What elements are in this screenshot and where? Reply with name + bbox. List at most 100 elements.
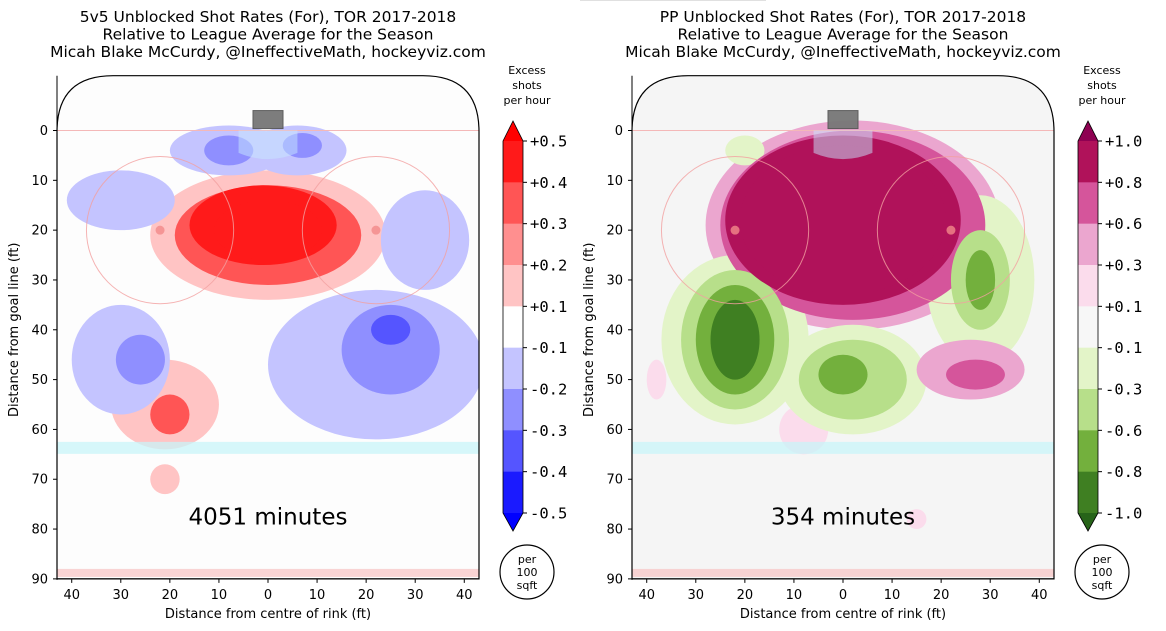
colorbar-tick-label: -1.0 — [1105, 505, 1142, 523]
y-tick-label: 50 — [31, 373, 48, 388]
y-tick-label: 20 — [606, 224, 623, 239]
colorbar-tick-label: +1.0 — [1105, 133, 1142, 151]
unit-label-line: per — [518, 553, 537, 566]
y-tick-label: 40 — [606, 323, 623, 338]
colorbar-tick-label: -0.3 — [530, 422, 567, 440]
rink-boards — [631, 75, 1055, 580]
unit-label-line: sqft — [517, 579, 538, 592]
top-divider-line — [580, 0, 766, 1]
heat-region — [710, 299, 760, 380]
heat-region — [150, 464, 180, 495]
colorbar-bottom-arrow — [503, 513, 523, 531]
colorbar-band — [503, 182, 523, 225]
y-axis-label: Distance from goal line (ft) — [7, 243, 22, 417]
x-tick-label: 0 — [839, 588, 847, 603]
colorbar-band — [503, 471, 523, 514]
faceoff-circle — [85, 156, 235, 305]
heat-region — [906, 509, 927, 530]
y-tick-label: 90 — [31, 572, 48, 587]
colorbar-band — [503, 347, 523, 390]
colorbar-bottom-arrow — [1078, 513, 1098, 531]
x-tick-label: 40 — [456, 588, 473, 603]
heat-region — [725, 135, 765, 166]
y-tick-label: 40 — [31, 323, 48, 338]
colorbar-band — [1078, 347, 1098, 390]
faceoff-circle — [660, 156, 810, 305]
y-tick-label: 20 — [31, 224, 48, 239]
y-tick-label: 50 — [606, 373, 623, 388]
x-tick-label: 40 — [63, 588, 80, 603]
y-tick-label: 70 — [31, 473, 48, 488]
colorbar-tick-label: +0.4 — [530, 174, 567, 192]
chart-title-line: Relative to League Average for the Seaso… — [103, 26, 434, 44]
centre-line — [57, 568, 479, 577]
colorbar-band — [1078, 430, 1098, 473]
y-tick-label: 60 — [31, 423, 48, 438]
chart-title-line: 5v5 Unblocked Shot Rates (For), TOR 2017… — [80, 8, 457, 26]
colorbar-tick-label: -0.3 — [1105, 381, 1142, 399]
unit-circle — [1074, 544, 1130, 600]
x-tick-label: 20 — [358, 588, 375, 603]
y-tick-label: 0 — [615, 124, 623, 139]
chart-title-line: Micah Blake McCurdy, @IneffectiveMath, h… — [625, 43, 1061, 61]
minutes-annotation: 354 minutes — [771, 505, 915, 531]
x-tick-label: 20 — [737, 588, 754, 603]
unit-label-line: per — [1093, 553, 1112, 566]
colorbar-band — [503, 389, 523, 431]
x-tick-label: 30 — [407, 588, 424, 603]
y-tick-label: 30 — [31, 273, 48, 288]
y-tick-label: 10 — [31, 174, 48, 189]
chart-title-line: Micah Blake McCurdy, @IneffectiveMath, h… — [50, 43, 486, 61]
x-tick-label: 10 — [211, 588, 228, 603]
x-tick-label: 10 — [309, 588, 326, 603]
colorbar-title-line: shots — [1087, 79, 1117, 92]
blue-line — [632, 441, 1054, 454]
colorbar-top-arrow — [1078, 121, 1098, 141]
minutes-annotation: 4051 minutes — [189, 505, 348, 531]
colorbar-tick-label: +0.6 — [1105, 215, 1142, 233]
colorbar-title-line: Excess — [1083, 64, 1121, 77]
x-tick-label: 0 — [264, 588, 272, 603]
y-tick-label: 60 — [606, 423, 623, 438]
heat-region — [150, 394, 190, 435]
chart-title-line: Relative to League Average for the Seaso… — [678, 26, 1009, 44]
y-tick-label: 90 — [606, 572, 623, 587]
colorbar-tick-label: -0.8 — [1105, 463, 1142, 481]
y-tick-label: 80 — [31, 523, 48, 538]
x-axis-label: Distance from centre of rink (ft) — [740, 607, 946, 622]
colorbar-band — [1078, 471, 1098, 514]
y-tick-label: 0 — [40, 124, 48, 139]
heat-region — [115, 334, 165, 385]
unit-label-line: 100 — [517, 566, 538, 579]
goal-net — [827, 110, 859, 130]
colorbar-band — [1078, 306, 1098, 349]
heat-region — [371, 314, 411, 345]
heat-region — [341, 304, 440, 395]
x-tick-label: 10 — [786, 588, 803, 603]
colorbar-tick-label: +0.3 — [530, 215, 567, 233]
y-axis-label: Distance from goal line (ft) — [582, 243, 597, 417]
colorbar-band — [1078, 223, 1098, 266]
heat-region — [380, 190, 470, 290]
x-tick-label: 40 — [1031, 588, 1048, 603]
colorbar-tick-label: +0.5 — [530, 133, 567, 151]
chart-panel-1: 5v5 Unblocked Shot Rates (For), TOR 2017… — [7, 8, 567, 622]
centre-line — [632, 568, 1054, 577]
colorbar-tick-label: +0.1 — [530, 298, 567, 316]
x-tick-label: 30 — [113, 588, 130, 603]
colorbar-tick-label: -0.2 — [530, 381, 567, 399]
x-tick-label: 20 — [162, 588, 179, 603]
colorbar-tick-label: -0.1 — [1105, 339, 1142, 357]
unit-circle — [499, 544, 555, 600]
colorbar-band — [503, 223, 523, 266]
faceoff-dot — [730, 225, 740, 235]
faceoff-dot — [155, 225, 165, 235]
heat-region — [818, 354, 868, 395]
rink-boards — [56, 75, 480, 580]
x-axis-label: Distance from centre of rink (ft) — [165, 607, 371, 622]
colorbar-band — [503, 265, 523, 307]
colorbar-title-line: per hour — [1079, 94, 1126, 107]
colorbar-band — [1078, 182, 1098, 225]
colorbar-band — [1078, 265, 1098, 307]
